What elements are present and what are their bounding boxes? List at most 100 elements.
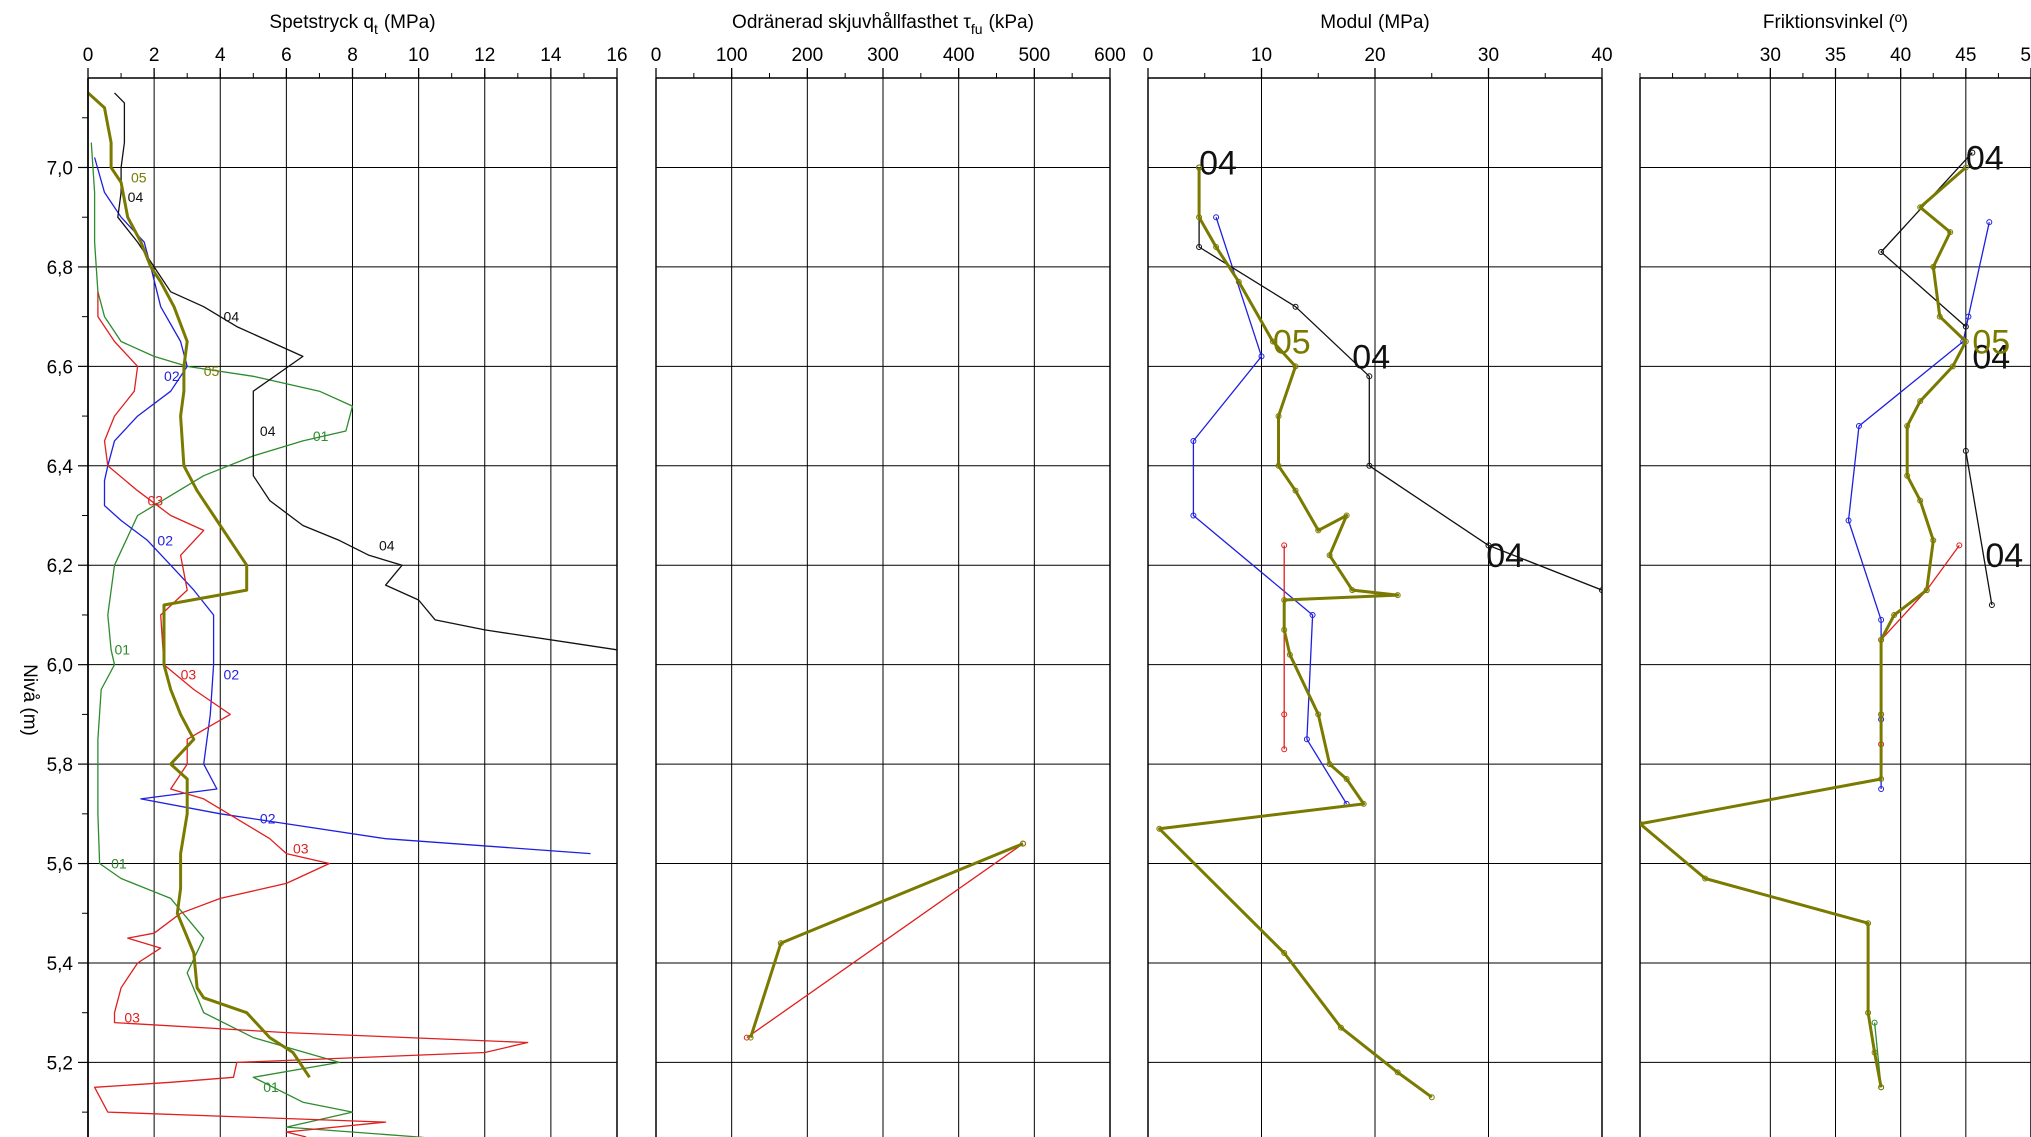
data-point bbox=[1292, 363, 1299, 370]
series-line-05 bbox=[1640, 166, 1968, 1088]
data-point bbox=[1936, 313, 1943, 320]
panel-title-main: Spetstryck q bbox=[269, 12, 374, 33]
y-tick-label: 6,4 bbox=[47, 457, 74, 478]
y-axis-label: Nivå (m) bbox=[19, 664, 40, 736]
series-label-04: 04 bbox=[1352, 338, 1390, 376]
series-label-04: 04 bbox=[379, 537, 395, 553]
data-point bbox=[1969, 149, 1976, 156]
x-tick-label: 10 bbox=[1251, 45, 1272, 66]
data-point bbox=[1343, 512, 1350, 519]
series-label-03: 03 bbox=[148, 493, 164, 509]
x-tick-label: 200 bbox=[791, 45, 823, 66]
data-point bbox=[1923, 587, 1930, 594]
data-point bbox=[1315, 527, 1322, 534]
x-tick-label: 16 bbox=[606, 45, 627, 66]
x-tick-label: 50 bbox=[2020, 45, 2031, 66]
data-point bbox=[1956, 542, 1963, 549]
series-line-04 bbox=[114, 92, 617, 651]
data-point bbox=[1366, 373, 1373, 380]
data-point bbox=[1196, 164, 1203, 171]
data-point bbox=[1962, 323, 1969, 330]
data-point bbox=[1394, 1069, 1401, 1076]
series-label-02: 02 bbox=[157, 532, 173, 548]
data-point bbox=[1275, 413, 1282, 420]
series-line-04 bbox=[1198, 167, 1602, 591]
series-line-02 bbox=[1192, 216, 1348, 805]
data-point bbox=[1326, 552, 1333, 559]
data-point bbox=[1878, 616, 1885, 623]
data-point bbox=[1190, 512, 1197, 519]
series-label-01: 01 bbox=[313, 428, 329, 444]
data-point bbox=[1281, 597, 1288, 604]
panel-title: Odränerad skjuvhållfasthet τfu (kPa) bbox=[732, 12, 1034, 37]
data-point bbox=[1326, 761, 1333, 768]
series-label-04: 04 bbox=[1199, 144, 1237, 182]
data-point bbox=[1019, 840, 1026, 847]
data-point bbox=[1962, 447, 1969, 454]
series-label-05: 05 bbox=[131, 169, 147, 185]
panel-title-subscript: t bbox=[374, 21, 378, 37]
data-point bbox=[1599, 587, 1602, 594]
data-point bbox=[1871, 1019, 1878, 1026]
series-label-04: 04 bbox=[1966, 139, 2004, 177]
series-group: 01 01 01 01 02 02 02 02 03 03 03 03 04 04 04 04 05 05 bbox=[88, 91, 617, 1137]
data-point bbox=[1213, 244, 1220, 251]
y-tick-label: 6,2 bbox=[47, 556, 73, 577]
series-group bbox=[743, 840, 1026, 1041]
x-tick-label: 600 bbox=[1094, 45, 1126, 66]
data-point bbox=[1865, 1009, 1872, 1016]
data-point bbox=[1485, 542, 1492, 549]
series-line-01 bbox=[90, 142, 426, 1137]
y-tick-label: 6,8 bbox=[47, 258, 73, 279]
data-point bbox=[1292, 303, 1299, 310]
data-point bbox=[1349, 587, 1356, 594]
panel-title: Friktionsvinkel (º) bbox=[1763, 12, 1908, 33]
x-tick-label: 45 bbox=[1955, 45, 1976, 66]
data-point bbox=[1871, 1049, 1878, 1056]
data-point bbox=[1904, 423, 1911, 430]
data-point bbox=[777, 940, 784, 947]
series-label-02: 02 bbox=[260, 811, 276, 827]
series-line-03 bbox=[93, 291, 529, 1137]
panel-title: Spetstryck qt (MPa) bbox=[269, 12, 435, 37]
y-tick-label: 5,4 bbox=[47, 954, 74, 975]
data-point bbox=[1315, 711, 1322, 718]
y-tick-label: 6,0 bbox=[47, 656, 73, 677]
series-line-03 bbox=[1880, 545, 1960, 745]
data-point bbox=[1640, 820, 1643, 827]
x-tick-label: 2 bbox=[149, 45, 160, 66]
x-tick-label: 40 bbox=[1591, 45, 1612, 66]
data-point bbox=[1947, 229, 1954, 236]
data-point bbox=[1845, 517, 1852, 524]
data-point bbox=[1156, 825, 1163, 832]
data-point bbox=[1878, 711, 1885, 718]
y-axis: 5,2 5,4 5,6 5,8 6,0 6,2 6,4 6,6 6,8 7,0 bbox=[47, 78, 89, 1137]
series-line-04 bbox=[1880, 152, 1993, 606]
x-tick-label: 30 bbox=[1478, 45, 1499, 66]
data-point bbox=[1930, 537, 1937, 544]
data-point bbox=[1878, 1084, 1885, 1091]
series-label-01: 01 bbox=[114, 642, 130, 658]
x-tick-label: 0 bbox=[1143, 45, 1154, 66]
panel-title: Modul (MPa) bbox=[1320, 12, 1429, 33]
data-point bbox=[1917, 398, 1924, 405]
data-point bbox=[1878, 776, 1885, 783]
chart-panel-4: Friktionsvinkel (º)303540455004040405 bbox=[1639, 12, 2031, 1137]
series-label-01: 01 bbox=[111, 855, 127, 871]
x-tick-label: 500 bbox=[1018, 45, 1050, 66]
data-point bbox=[1949, 363, 1956, 370]
series-label-03: 03 bbox=[124, 1010, 140, 1026]
series-label-04: 04 bbox=[1985, 537, 2023, 575]
data-point bbox=[1190, 437, 1197, 444]
x-tick-label: 14 bbox=[540, 45, 562, 66]
x-tick-label: 35 bbox=[1825, 45, 1846, 66]
chart-panel-2: Odränerad skjuvhållfasthet τfu (kPa) 0 100 2… bbox=[651, 12, 1126, 1137]
data-point bbox=[1281, 542, 1288, 549]
data-point bbox=[1917, 497, 1924, 504]
data-point bbox=[1865, 920, 1872, 927]
data-point bbox=[1904, 472, 1911, 479]
data-point bbox=[1878, 636, 1885, 643]
y-tick-label: 5,8 bbox=[47, 755, 73, 776]
series-line-05 bbox=[1157, 167, 1433, 1099]
series-label-04: 04 bbox=[1486, 537, 1524, 575]
